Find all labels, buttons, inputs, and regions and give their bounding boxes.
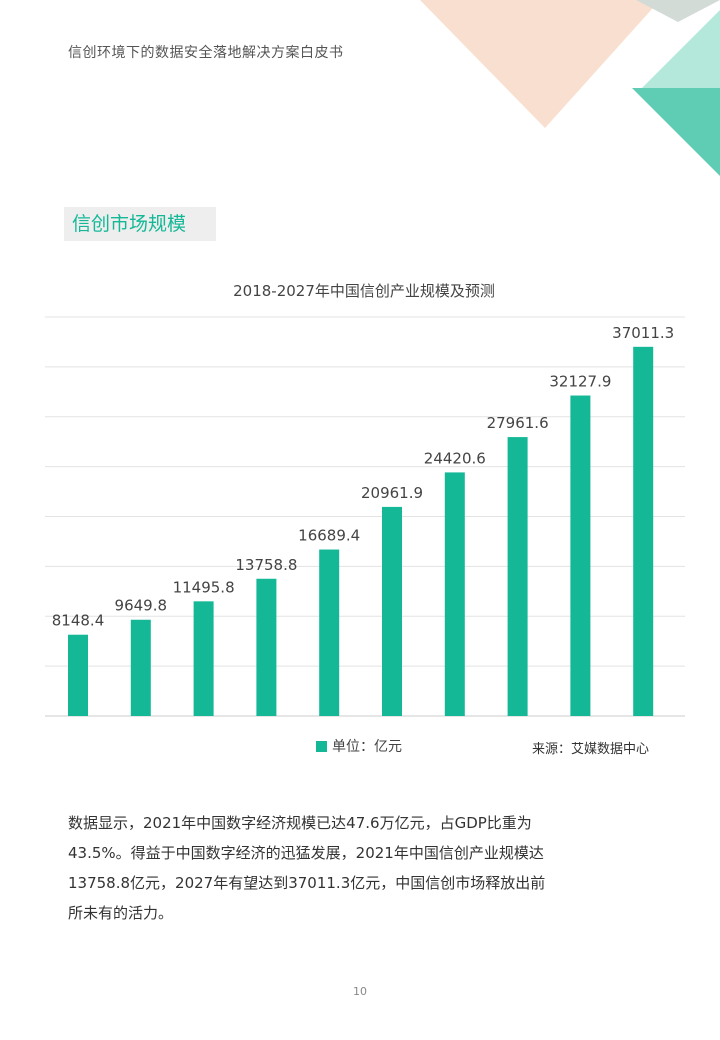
body-paragraph: 数据显示，2021年中国数字经济规模已达47.6万亿元，占GDP比重为43.5%… <box>68 814 546 922</box>
page-number: 10 <box>353 985 367 998</box>
decor-grey-triangle <box>636 0 720 22</box>
data-label-2020: 11495.8 <box>173 578 235 596</box>
bar-2022 <box>319 549 340 716</box>
chart-title: 2018-2027年中国信创产业规模及预测 <box>233 282 495 300</box>
bar-2018 <box>68 634 88 716</box>
bar-2021 <box>256 578 277 716</box>
bar-2025 <box>507 437 528 716</box>
chart-source: 来源：艾媒数据中心 <box>532 742 650 757</box>
data-label-2019: 9649.8 <box>115 597 168 615</box>
data-label-2018: 8148.4 <box>52 612 105 630</box>
bar-2020 <box>193 601 214 716</box>
data-label-2022: 16689.4 <box>298 527 360 545</box>
legend-swatch <box>316 740 327 752</box>
bar-2024 <box>444 472 465 716</box>
decor-mint-triangle <box>640 10 720 90</box>
section-heading: 信创市场规模 <box>64 207 216 241</box>
data-label-2023: 20961.9 <box>361 484 423 502</box>
data-label-2026: 32127.9 <box>549 373 611 391</box>
data-label-2024: 24420.6 <box>424 449 486 467</box>
bar-2026 <box>570 395 591 716</box>
data-label-2027: 37011.3 <box>612 324 674 342</box>
chart-legend: 单位：亿元 <box>316 736 402 756</box>
bar-2023 <box>382 506 402 716</box>
decor-peach-triangle <box>420 0 660 128</box>
data-label-2021: 13758.8 <box>235 556 297 574</box>
data-label-2025: 27961.6 <box>487 414 549 432</box>
decor-teal-triangle <box>632 88 720 176</box>
document-title: 信创环境下的数据安全落地解决方案白皮书 <box>68 45 344 61</box>
legend-label: 单位：亿元 <box>332 739 402 755</box>
bar-2027 <box>633 346 654 716</box>
bar-2019 <box>130 619 151 716</box>
corner-decoration <box>420 0 720 176</box>
